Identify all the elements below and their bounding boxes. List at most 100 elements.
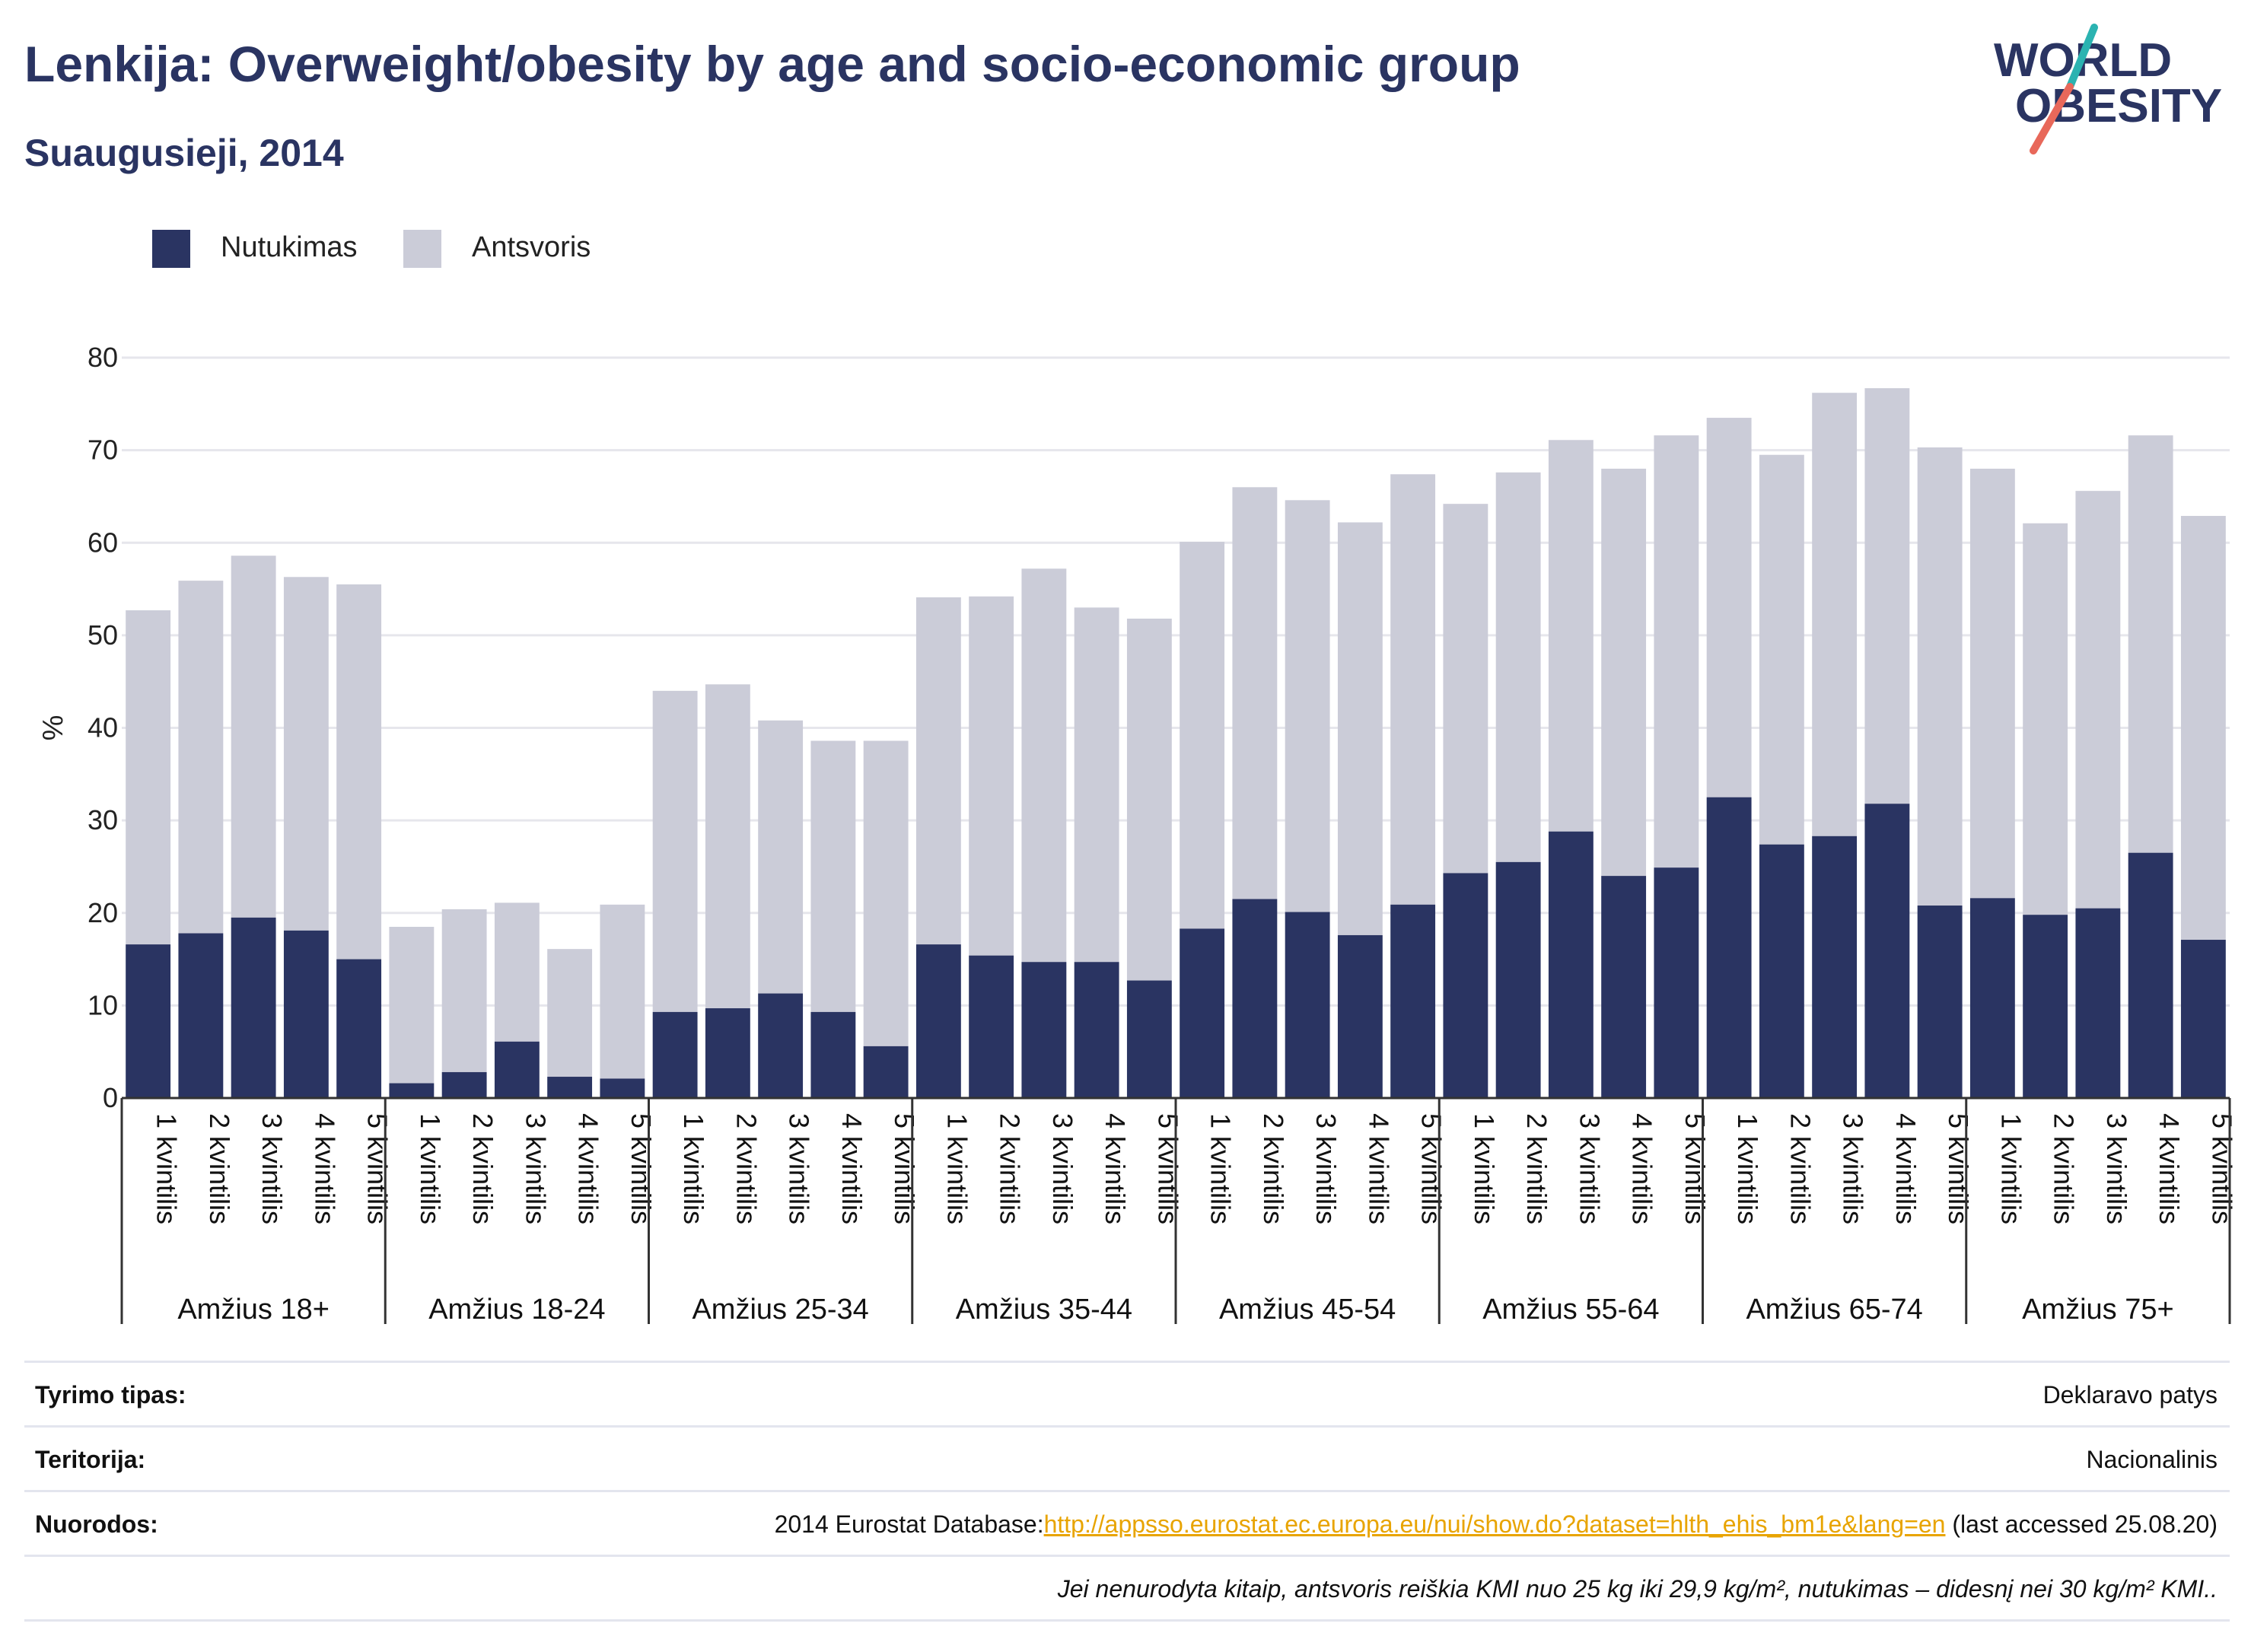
y-tick-label: 50 (88, 619, 118, 651)
y-tick-label: 10 (88, 989, 118, 1020)
bar-obesity (441, 1071, 487, 1098)
x-tick-label: 5 kvintilis (362, 1113, 393, 1224)
eurostat-link[interactable]: http://appsso.eurostat.ec.europa.eu/nui/… (1043, 1510, 1946, 1538)
bar-obesity (1706, 797, 1752, 1098)
bar-overweight (1074, 607, 1119, 963)
bar-obesity (547, 1077, 593, 1098)
reference-suffix: (last accessed 25.08.20) (1945, 1510, 2218, 1538)
bar-obesity (600, 1078, 645, 1098)
meta-label-survey-type: Tyrimo tipas: (35, 1381, 186, 1408)
bar-obesity (494, 1041, 540, 1098)
x-tick-label: 5 kvintilis (1416, 1113, 1447, 1224)
x-tick-label: 1 kvintilis (941, 1113, 973, 1224)
bar-obesity (1495, 861, 1541, 1098)
group-label: Amžius 75+ (2022, 1294, 2174, 1324)
x-tick-label: 4 kvintilis (836, 1113, 868, 1224)
x-tick-label: 1 kvintilis (678, 1113, 709, 1224)
bar-obesity (705, 1008, 750, 1098)
group-label: Amžius 35-44 (956, 1294, 1132, 1324)
bar-obesity (2075, 908, 2121, 1098)
x-tick-label: 3 kvintilis (784, 1113, 815, 1224)
bar-obesity (810, 1011, 856, 1098)
bar-obesity (2180, 940, 2226, 1098)
x-tick-label: 3 kvintilis (256, 1113, 288, 1224)
x-tick-label: 2 kvintilis (731, 1113, 762, 1224)
logo-slash-teal (2066, 24, 2098, 91)
bar-obesity (178, 933, 224, 1098)
y-tick-label: 0 (103, 1082, 118, 1113)
x-tick-label: 1 kvintilis (151, 1113, 183, 1224)
x-tick-label: 5 kvintilis (1679, 1113, 1711, 1224)
bar-obesity (863, 1046, 909, 1098)
bar-obesity (336, 959, 382, 1098)
y-tick-label: 30 (88, 804, 118, 836)
bar-overweight (1812, 393, 1858, 836)
bar-overweight (863, 740, 909, 1046)
bar-obesity (1337, 934, 1383, 1098)
bar-obesity (1232, 899, 1278, 1098)
y-tick-label: 70 (88, 434, 118, 466)
x-tick-label: 2 kvintilis (995, 1113, 1026, 1224)
y-tick-label: 40 (88, 712, 118, 743)
bar-obesity (1074, 962, 1119, 1098)
bar-overweight (1337, 522, 1383, 935)
world-obesity-logo: WORLD OBESITY (1994, 24, 2222, 154)
y-axis-label: % (37, 715, 69, 741)
meta-note: Jei nenurodyta kitaip, antsvoris reiškia… (1057, 1575, 2218, 1603)
bar-overweight (1495, 472, 1541, 862)
x-tick-label: 3 kvintilis (1838, 1113, 1869, 1224)
bar-overweight (178, 581, 224, 934)
bar-overweight (2180, 515, 2226, 941)
x-tick-label: 5 kvintilis (889, 1113, 920, 1224)
legend-label-obesity: Nutukimas (221, 231, 358, 263)
bar-overweight (1021, 568, 1067, 963)
x-tick-label: 2 kvintilis (1521, 1113, 1552, 1224)
bar-obesity (1390, 904, 1436, 1098)
bar-overweight (915, 597, 961, 945)
x-tick-label: 5 kvintilis (626, 1113, 657, 1224)
meta-row-note: Jei nenurodyta kitaip, antsvoris reiškia… (24, 1555, 2230, 1622)
bar-overweight (441, 909, 487, 1072)
group-label: Amžius 45-54 (1219, 1294, 1396, 1324)
x-tick-label: 4 kvintilis (1363, 1113, 1394, 1224)
meta-value-survey-type: Deklaravo patys (2042, 1381, 2218, 1408)
bar-obesity (1285, 912, 1330, 1098)
x-tick-label: 1 kvintilis (1469, 1113, 1500, 1224)
bar-overweight (126, 610, 171, 945)
bar-overweight (547, 949, 593, 1077)
bar-overweight (389, 926, 435, 1084)
bar-overweight (1232, 487, 1278, 899)
group-label: Amžius 18-24 (428, 1294, 605, 1324)
x-tick-label: 4 kvintilis (1627, 1113, 1658, 1224)
group-label: Amžius 18+ (177, 1294, 330, 1324)
x-tick-label: 2 kvintilis (467, 1113, 498, 1224)
x-tick-label: 3 kvintilis (1310, 1113, 1342, 1224)
bar-obesity (389, 1083, 435, 1098)
legend-swatch-overweight (403, 230, 441, 268)
bar-obesity (758, 993, 804, 1098)
bar-obesity (1812, 836, 1858, 1098)
bar-overweight (2128, 435, 2173, 853)
bar-obesity (2023, 915, 2068, 1098)
bar-overweight (1969, 468, 2015, 899)
bar-overweight (1285, 500, 1330, 912)
x-tick-label: 4 kvintilis (309, 1113, 340, 1224)
x-tick-label: 1 kvintilis (1732, 1113, 1763, 1224)
stacked-bar-chart: 0 10 20 30 40 50 60 70 80% 1 kvintilis 2 kvintilis… (37, 342, 2237, 1324)
bar-overweight (1864, 388, 1910, 804)
reference-prefix: 2014 Eurostat Database: (774, 1510, 1044, 1538)
meta-label-territory: Teritorija: (35, 1446, 146, 1473)
x-tick-label: 1 kvintilis (415, 1113, 446, 1224)
bar-overweight (336, 584, 382, 960)
bar-overweight (1180, 542, 1225, 929)
page-subtitle: Suaugusieji, 2014 (24, 132, 344, 174)
x-tick-label: 3 kvintilis (1047, 1113, 1078, 1224)
page-title: Lenkija: Overweight/obesity by age and s… (24, 36, 1520, 92)
x-tick-label: 2 kvintilis (204, 1113, 235, 1224)
x-tick-label: 1 kvintilis (1205, 1113, 1237, 1224)
bar-obesity (1548, 831, 1594, 1098)
bar-overweight (810, 740, 856, 1012)
bar-obesity (1654, 867, 1699, 1098)
bar-overweight (600, 904, 645, 1079)
x-tick-label: 2 kvintilis (1785, 1113, 1816, 1224)
